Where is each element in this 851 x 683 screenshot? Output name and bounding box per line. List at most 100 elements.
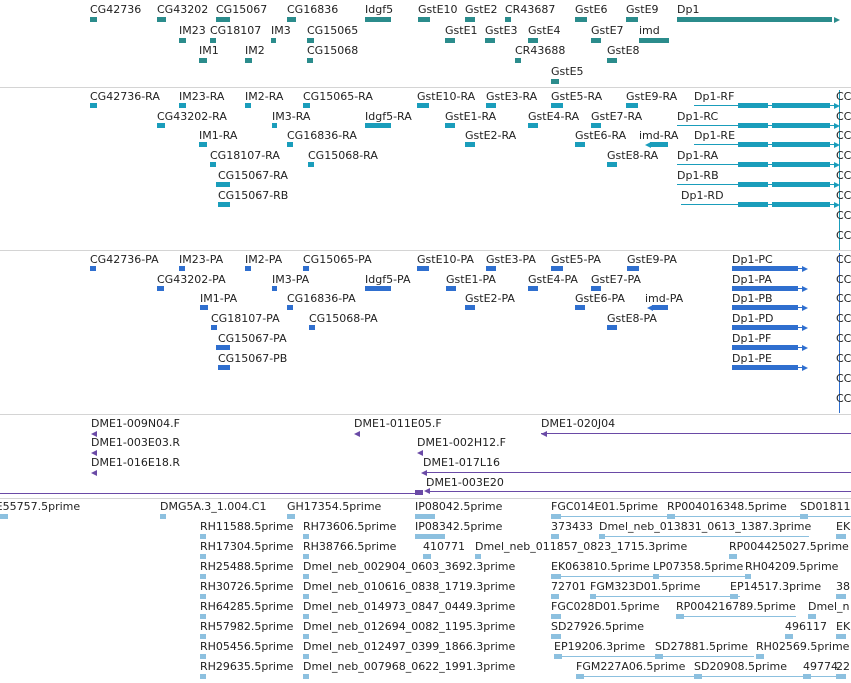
feature-glyph[interactable] bbox=[0, 514, 8, 519]
feature-label[interactable]: Dp1-RD bbox=[681, 189, 724, 202]
feature-label[interactable]: GstE5 bbox=[551, 65, 584, 78]
feature-glyph[interactable] bbox=[245, 58, 252, 63]
feature-label[interactable]: EP14517.3prime bbox=[730, 580, 822, 593]
feature-glyph[interactable] bbox=[738, 123, 768, 128]
feature-label[interactable]: CG15067-RB bbox=[218, 189, 289, 202]
feature-label[interactable]: IM3 bbox=[271, 24, 291, 37]
feature-label[interactable]: GstE8 bbox=[607, 44, 640, 57]
feature-label[interactable]: Dmel_neb_011857_0823_1715.3prime bbox=[475, 540, 688, 553]
feature-glyph[interactable] bbox=[287, 17, 296, 22]
feature-label[interactable]: Dmel_neb_007968_0622_1991.3prime bbox=[303, 660, 516, 673]
feature-glyph[interactable] bbox=[272, 286, 277, 291]
feature-label[interactable]: Idgf5 bbox=[365, 3, 394, 16]
feature-glyph[interactable] bbox=[465, 305, 475, 310]
feature-glyph[interactable] bbox=[591, 38, 601, 43]
feature-label[interactable]: IM1-RA bbox=[199, 129, 238, 142]
feature-glyph[interactable] bbox=[505, 17, 511, 22]
feature-label[interactable]: RH25488.5prime bbox=[200, 560, 294, 573]
feature-glyph[interactable] bbox=[272, 123, 277, 128]
feature-glyph[interactable] bbox=[271, 38, 276, 43]
feature-label[interactable]: CC bbox=[836, 392, 851, 405]
feature-label[interactable]: RH04209.5prime bbox=[745, 560, 839, 573]
feature-glyph[interactable] bbox=[551, 534, 559, 539]
feature-label[interactable]: GstE6 bbox=[575, 3, 608, 16]
feature-label[interactable]: RH05456.5prime bbox=[200, 640, 294, 653]
feature-label[interactable]: CC bbox=[836, 312, 851, 325]
feature-label[interactable]: FGC028D01.5prime bbox=[551, 600, 660, 613]
feature-label[interactable]: Dmel_neb_012497_0399_1866.3prime bbox=[303, 640, 516, 653]
feature-label[interactable]: SD20908.5prime bbox=[694, 660, 787, 673]
feature-glyph[interactable] bbox=[200, 534, 206, 539]
feature-glyph[interactable] bbox=[216, 17, 230, 22]
feature-label[interactable]: 49774 bbox=[803, 660, 838, 673]
feature-glyph[interactable] bbox=[200, 594, 206, 599]
feature-label[interactable]: EK063810.5prime bbox=[551, 560, 650, 573]
feature-label[interactable]: RH64285.5prime bbox=[200, 600, 294, 613]
feature-glyph[interactable] bbox=[157, 123, 165, 128]
feature-label[interactable]: CG15065-RA bbox=[303, 90, 373, 103]
feature-glyph[interactable] bbox=[210, 162, 216, 167]
feature-glyph[interactable] bbox=[245, 103, 251, 108]
feature-glyph[interactable] bbox=[772, 142, 830, 147]
feature-glyph[interactable] bbox=[303, 574, 309, 579]
feature-label[interactable]: CG18107-RA bbox=[210, 149, 280, 162]
feature-glyph[interactable] bbox=[694, 674, 702, 679]
feature-label[interactable]: GstE8-PA bbox=[607, 312, 657, 325]
track-protein[interactable]: CG42736-PA IM23-PA IM2-PA CG15065-PA GstE10-… bbox=[0, 251, 851, 414]
feature-label[interactable]: CG15067-RA bbox=[218, 169, 288, 182]
feature-glyph[interactable] bbox=[627, 266, 639, 271]
feature-glyph[interactable] bbox=[551, 514, 561, 519]
feature-label[interactable]: IM3-PA bbox=[272, 273, 310, 286]
feature-label[interactable]: IM2-PA bbox=[245, 253, 283, 266]
feature-label[interactable]: GstE2-RA bbox=[465, 129, 517, 142]
feature-glyph[interactable] bbox=[287, 142, 293, 147]
feature-glyph[interactable] bbox=[211, 325, 217, 330]
feature-glyph[interactable] bbox=[157, 286, 164, 291]
feature-label[interactable]: CG15068 bbox=[307, 44, 359, 57]
feature-glyph[interactable] bbox=[445, 38, 455, 43]
feature-label[interactable]: GstE5-PA bbox=[551, 253, 601, 266]
feature-glyph[interactable] bbox=[528, 123, 538, 128]
feature-glyph[interactable] bbox=[179, 38, 186, 43]
feature-label[interactable]: IM1 bbox=[199, 44, 219, 57]
feature-label[interactable]: Dp1-PB bbox=[732, 292, 773, 305]
feature-label[interactable]: GstE10-RA bbox=[417, 90, 476, 103]
feature-label[interactable]: DME1-020J04 bbox=[541, 417, 616, 430]
feature-glyph[interactable] bbox=[551, 574, 561, 579]
feature-glyph[interactable] bbox=[216, 182, 230, 187]
feature-label[interactable]: RH02569.5prime bbox=[756, 640, 850, 653]
feature-glyph[interactable] bbox=[445, 123, 455, 128]
feature-label[interactable]: 72701 bbox=[551, 580, 586, 593]
feature-label[interactable]: Dmel_neb_002904_0603_3692.3prime bbox=[303, 560, 516, 573]
feature-glyph[interactable] bbox=[210, 38, 216, 43]
feature-glyph[interactable] bbox=[836, 594, 846, 599]
feature-label[interactable]: GstE2 bbox=[465, 3, 498, 16]
feature-label[interactable]: CC bbox=[836, 229, 851, 242]
feature-glyph[interactable] bbox=[303, 534, 309, 539]
feature-label[interactable]: EP19206.3prime bbox=[554, 640, 646, 653]
feature-label[interactable]: CC bbox=[836, 169, 851, 182]
feature-label[interactable]: CG16836-RA bbox=[287, 129, 357, 142]
feature-glyph[interactable] bbox=[486, 266, 496, 271]
feature-label[interactable]: Dp1-PA bbox=[732, 273, 772, 286]
feature-label[interactable]: IM1-PA bbox=[200, 292, 238, 305]
feature-label[interactable]: GstE4-RA bbox=[528, 110, 580, 123]
feature-label[interactable]: CG42736 bbox=[90, 3, 142, 16]
feature-label[interactable]: CG43202-RA bbox=[157, 110, 227, 123]
feature-glyph[interactable] bbox=[772, 123, 830, 128]
feature-glyph[interactable] bbox=[738, 162, 768, 167]
feature-label[interactable]: CG43202-PA bbox=[157, 273, 226, 286]
feature-label[interactable]: DME1-009N04.F bbox=[91, 417, 180, 430]
feature-glyph[interactable] bbox=[575, 142, 585, 147]
feature-glyph[interactable] bbox=[554, 654, 562, 659]
feature-label[interactable]: GstE7-RA bbox=[591, 110, 643, 123]
feature-glyph[interactable] bbox=[772, 162, 830, 167]
feature-glyph[interactable] bbox=[655, 654, 663, 659]
feature-glyph[interactable] bbox=[365, 286, 391, 291]
feature-glyph[interactable] bbox=[307, 58, 313, 63]
feature-label[interactable]: CC bbox=[836, 253, 851, 266]
feature-glyph[interactable] bbox=[309, 325, 315, 330]
feature-glyph[interactable] bbox=[475, 554, 481, 559]
feature-label[interactable]: CC bbox=[836, 209, 851, 222]
feature-label[interactable]: FGM323D01.5prime bbox=[590, 580, 701, 593]
